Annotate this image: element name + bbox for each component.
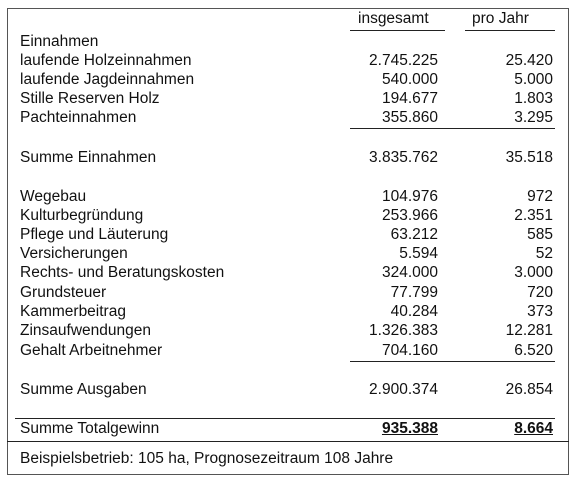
value-per-year: 8.664: [514, 420, 553, 437]
row-label: Summe Totalgewinn: [20, 420, 160, 437]
row-label: Einnahmen: [20, 33, 99, 50]
rule: [15, 418, 555, 419]
value-per-year: 12.281: [505, 322, 553, 339]
value-total: 5.594: [399, 245, 438, 262]
value-per-year: 972: [527, 188, 553, 205]
value-total: 2.745.225: [369, 52, 438, 69]
row-label: Summe Einnahmen: [20, 149, 157, 166]
rule: [350, 128, 555, 129]
value-per-year: 3.000: [514, 264, 553, 281]
rule: [465, 30, 555, 31]
value-per-year: 35.518: [505, 149, 553, 166]
rule: [7, 441, 569, 442]
row-label: Kammerbeitrag: [20, 303, 126, 320]
value-total: 935.388: [381, 420, 438, 437]
value-per-year: 373: [527, 303, 553, 320]
value-total: 40.284: [390, 303, 438, 320]
value-per-year: 585: [527, 226, 553, 243]
value-total: 2.900.374: [369, 381, 438, 398]
row-label: laufende Jagdeinnahmen: [20, 71, 195, 88]
value-per-year: 2.351: [514, 207, 553, 224]
row-label: Summe Ausgaben: [20, 381, 147, 398]
value-total: 104.976: [381, 188, 438, 205]
value-per-year: 25.420: [505, 52, 553, 69]
value-total: 194.677: [381, 90, 438, 107]
value-total: 324.000: [381, 264, 438, 281]
value-per-year: 52: [535, 245, 553, 262]
rule: [350, 361, 555, 362]
row-label: laufende Holzeinnahmen: [20, 52, 192, 69]
value-total: 253.966: [381, 207, 438, 224]
row-label: Gehalt Arbeitnehmer: [20, 342, 163, 359]
row-label: Versicherungen: [20, 245, 128, 262]
value-per-year: 6.520: [514, 342, 553, 359]
value-per-year: 720: [527, 284, 553, 301]
row-label: Wegebau: [20, 188, 87, 205]
frame: [7, 8, 569, 475]
value-total: 3.835.762: [369, 149, 438, 166]
row-label: Stille Reserven Holz: [20, 90, 160, 107]
value-total: 704.160: [381, 342, 438, 359]
column-header: pro Jahr: [472, 10, 529, 27]
column-header: insgesamt: [358, 10, 429, 27]
footnote: Beispielsbetrieb: 105 ha, Prognosezeitra…: [20, 450, 394, 467]
value-total: 77.799: [390, 284, 438, 301]
row-label: Zinsaufwendungen: [20, 322, 151, 339]
row-label: Kulturbegründung: [20, 207, 144, 224]
value-per-year: 1.803: [514, 90, 553, 107]
value-total: 355.860: [381, 109, 438, 126]
value-total: 540.000: [381, 71, 438, 88]
row-label: Pachteinnahmen: [20, 109, 137, 126]
row-label: Pflege und Läuterung: [20, 226, 169, 243]
row-label: Grundsteuer: [20, 284, 107, 301]
value-per-year: 5.000: [514, 71, 553, 88]
rule: [350, 30, 445, 31]
row-label: Rechts- und Beratungskosten: [20, 264, 225, 281]
value-total: 1.326.383: [369, 322, 438, 339]
value-total: 63.212: [390, 226, 438, 243]
value-per-year: 26.854: [505, 381, 553, 398]
value-per-year: 3.295: [514, 109, 553, 126]
